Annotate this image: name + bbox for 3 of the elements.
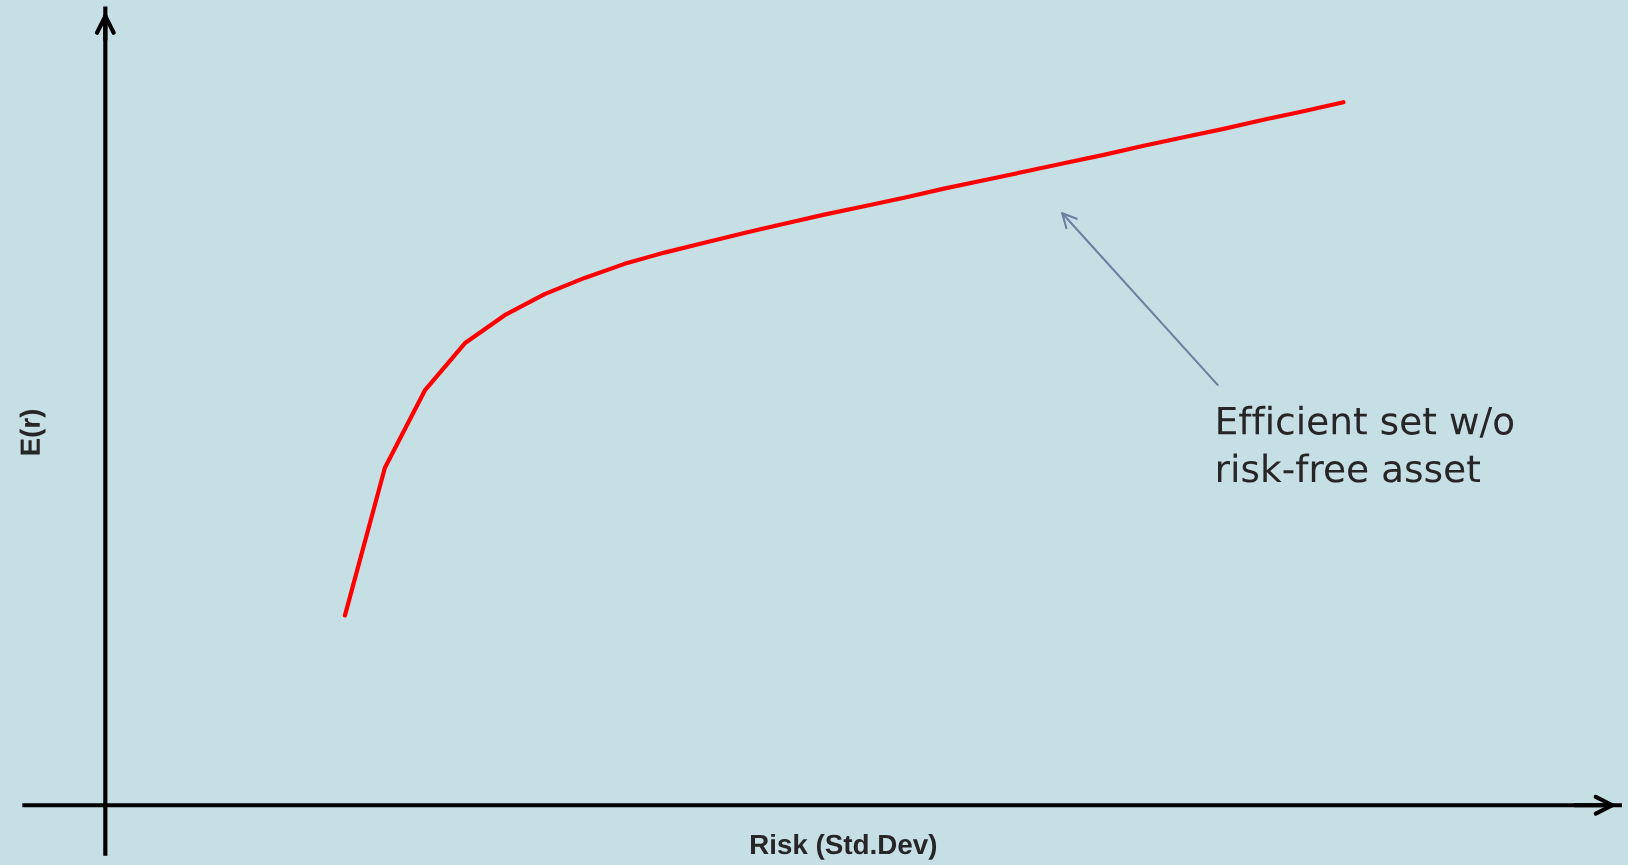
y-axis-title: E(r) <box>19 409 46 455</box>
annotation: Efficient set w/o risk-free asset <box>1218 405 1514 483</box>
x-axis-title: Risk (Std.Dev) <box>751 833 937 860</box>
